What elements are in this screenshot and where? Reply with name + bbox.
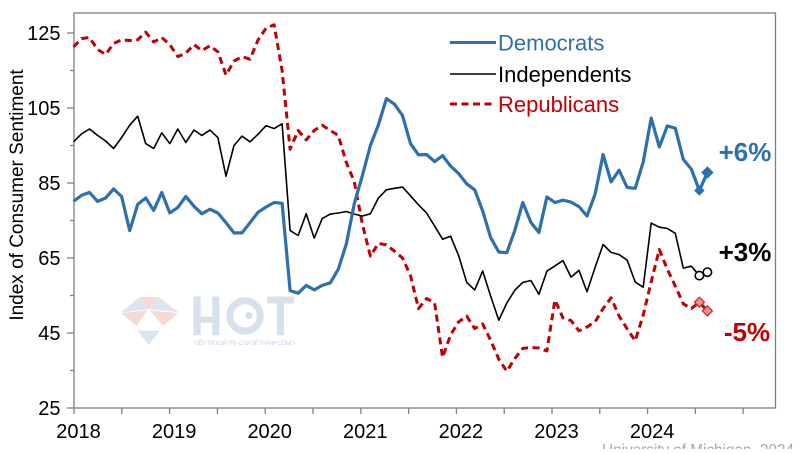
svg-text:2019: 2019 [152,421,197,443]
svg-text:Index of Consumer Sentiment: Index of Consumer Sentiment [7,69,28,321]
svg-text:+6%: +6% [719,137,772,167]
svg-text:KIẾN TẠO GIÁ TRỊ - CHIA SẺ THÀ: KIẾN TẠO GIÁ TRỊ - CHIA SẺ THÀNH CÔNG [194,340,294,347]
svg-text:85: 85 [38,173,60,195]
svg-text:2023: 2023 [534,421,579,443]
svg-text:65: 65 [38,248,60,270]
svg-text:Independents: Independents [498,62,631,87]
svg-text:+3%: +3% [719,237,772,267]
svg-text:University of Michigan, 2024: University of Michigan, 2024 [602,442,794,449]
svg-text:105: 105 [27,98,60,120]
svg-text:2018: 2018 [56,421,101,443]
svg-text:125: 125 [27,23,60,45]
svg-text:-5%: -5% [724,317,770,347]
svg-text:45: 45 [38,323,60,345]
svg-text:Republicans: Republicans [498,92,619,117]
svg-text:2020: 2020 [247,421,292,443]
svg-text:2024: 2024 [630,421,675,443]
svg-text:25: 25 [38,398,60,420]
svg-text:2022: 2022 [439,421,484,443]
svg-text:2021: 2021 [343,421,388,443]
svg-text:Democrats: Democrats [498,31,604,56]
